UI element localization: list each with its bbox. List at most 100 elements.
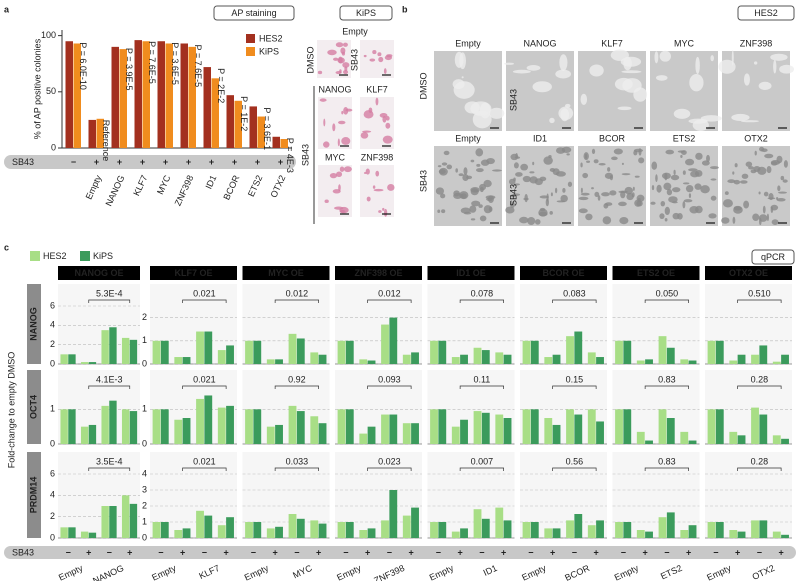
bar [495, 414, 504, 444]
sb43-sign: + [778, 547, 783, 557]
bar [226, 405, 234, 444]
y-tick-label: 0 [142, 532, 147, 542]
colony [706, 154, 710, 163]
tag-box [213, 5, 295, 21]
sb43-sign: + [272, 547, 277, 557]
bar [109, 327, 117, 364]
colony [383, 68, 387, 75]
x-tick-label: KLF7 [197, 563, 221, 581]
colony [624, 186, 633, 195]
row-label-box [27, 284, 41, 364]
colony [651, 185, 655, 191]
bar [160, 522, 169, 538]
bar [481, 350, 490, 364]
colony [771, 219, 779, 226]
p-value: P = 1E-2 [239, 96, 249, 131]
bar [781, 438, 789, 444]
colony [362, 130, 372, 133]
colony [335, 42, 344, 48]
colony [677, 212, 683, 220]
colony [337, 138, 340, 147]
bar [129, 411, 138, 444]
colony [437, 165, 442, 168]
bar [430, 340, 438, 364]
bar [438, 522, 447, 538]
bar [60, 409, 68, 444]
bar [101, 330, 109, 364]
bar [249, 106, 257, 148]
bar [217, 407, 226, 444]
x-tick-label: Empty [705, 563, 733, 581]
bar [88, 532, 97, 538]
bar [552, 424, 561, 444]
colony [372, 185, 376, 189]
colony [733, 179, 741, 185]
bar [121, 409, 130, 444]
colony [731, 113, 750, 122]
x-tick-label: ETS2 [659, 563, 684, 581]
p-value: 0.033 [286, 456, 309, 466]
image-title: BCOR [599, 133, 626, 143]
colony [323, 141, 330, 148]
legend-swatch [246, 34, 255, 43]
bar [109, 506, 117, 538]
colony [591, 187, 594, 190]
bar [182, 418, 191, 444]
panel-letter: a [4, 4, 10, 14]
row-label: PRDM14 [28, 477, 38, 514]
bar [481, 412, 490, 444]
y-tick-label: 2 [50, 339, 55, 349]
colony [767, 197, 776, 200]
sb43-sign: + [550, 547, 555, 557]
bar [688, 525, 697, 538]
sb43-sign: − [528, 547, 533, 557]
bar [359, 530, 368, 538]
bar [587, 352, 596, 364]
bar [544, 528, 553, 538]
significance-bracket [552, 385, 597, 389]
bar [759, 520, 768, 538]
bar [658, 517, 667, 538]
sb43-sign: − [757, 547, 762, 557]
significance-bracket [367, 299, 412, 303]
bar [615, 340, 623, 364]
colony [529, 171, 535, 174]
sb43-sign: + [223, 547, 228, 557]
bar [367, 360, 376, 364]
sb43-sign: − [479, 547, 484, 557]
colony [668, 196, 678, 203]
p-value: 0.012 [286, 288, 309, 298]
colony [659, 50, 671, 62]
bar [574, 414, 583, 444]
bar [367, 426, 376, 444]
colony [379, 113, 388, 118]
y-tick-label: 50 [46, 86, 56, 96]
column-title-box [150, 266, 237, 280]
colony [622, 78, 642, 93]
legend-swatch [80, 251, 90, 261]
p-value: 3.5E-4 [96, 456, 123, 466]
colony [475, 148, 484, 157]
colony [513, 183, 521, 186]
p-value: P = 3.9E-5 [124, 48, 134, 91]
row-label: DMSO [305, 47, 315, 74]
colony [488, 206, 493, 212]
bar [280, 139, 288, 148]
bar [111, 46, 119, 148]
tag-label: HES2 [754, 8, 778, 18]
colony [461, 76, 464, 79]
p-value: 0.83 [658, 374, 676, 384]
significance-bracket [367, 467, 412, 471]
colony [759, 217, 762, 226]
row-label-box [27, 370, 41, 444]
bar [60, 354, 68, 364]
bar [522, 409, 531, 444]
significance-bracket [644, 299, 689, 303]
significance-bracket [182, 385, 227, 389]
y-tick-label: 2 [50, 511, 55, 521]
colony [513, 162, 519, 169]
colony [510, 153, 519, 161]
sb43-sign: + [86, 547, 91, 557]
x-tick-label: Empty [84, 173, 104, 201]
bar [226, 95, 234, 148]
